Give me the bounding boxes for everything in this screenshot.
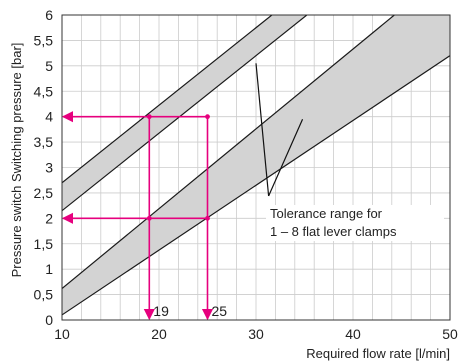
tick-labels: 0 0,5 1 1,5 2 2,5 3 3,5 4 4,5 5 5,5 6 10 20 30 40 50 [34,7,458,342]
plot-frame [61,14,451,321]
tolerance-band-2 [62,15,450,315]
band-2-upper-edge [62,15,396,289]
annotation: Tolerance range for 1 – 8 flat lever clam… [255,63,444,241]
guide-value-label: 25 [212,303,228,319]
y-tick-label: 2,5 [34,185,54,201]
x-tick-label: 20 [151,326,167,342]
guide-point [146,215,152,221]
band-1-lower-edge [62,15,308,212]
y-axis-title: Pressure switch Switching pressure [bar] [9,43,24,278]
tolerance-bands [62,15,450,316]
plot-border [61,14,451,321]
y-tick-label: 0,5 [34,287,54,303]
y-tick-label: 3 [45,160,53,176]
y-tick-label: 2 [45,210,53,226]
annotation-text-line: 1 – 8 flat lever clamps [270,224,397,239]
annotation-pointer-2 [268,118,304,197]
grid [61,14,451,321]
band-2-lower-edge [62,55,450,316]
x-axis-title: Required flow rate [l/min] [306,346,450,361]
y-tick-label: 4 [45,109,53,125]
x-tick-label: 10 [54,326,70,342]
y-tick-label: 5,5 [34,32,54,48]
y-tick-label: 6 [45,7,53,23]
y-tick-label: 3,5 [34,134,54,150]
y-tick-label: 5 [45,58,53,74]
y-tick-label: 1,5 [34,236,54,252]
x-tick-label: 30 [248,326,264,342]
annotation-background [266,205,444,241]
guide-lines: 19 25 [61,111,228,321]
y-tick-label: 4,5 [34,83,54,99]
annotation-text-line: Tolerance range for [270,206,383,221]
x-tick-label: 50 [442,326,458,342]
y-tick-label: 0 [45,312,53,328]
guide-value-label: 19 [153,303,169,319]
annotation-pointer-1 [255,63,270,197]
guide-point [205,114,210,120]
guide-point [205,215,210,221]
y-tick-label: 1 [45,261,53,277]
guide-point [146,114,152,120]
x-tick-label: 40 [345,326,361,342]
band-1-upper-edge [62,15,273,184]
